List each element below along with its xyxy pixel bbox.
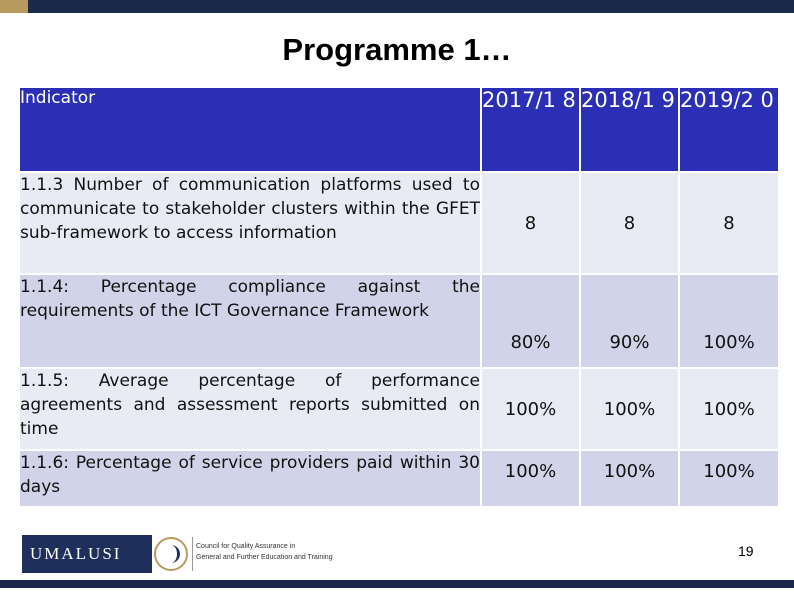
value-cell: 100% [579, 449, 680, 508]
table-header-row: Indicator 2017/1 8 2018/1 9 2019/2 0 [18, 86, 780, 173]
value-cell: 100% [678, 273, 780, 369]
value-cell: 8 [579, 171, 680, 275]
indicator-cell: 1.1.5: Average percentage of performance… [18, 367, 482, 451]
top-banner-accent [0, 0, 28, 13]
umalusi-logo: UMALUSI Council for Quality Assurance in… [22, 535, 333, 573]
page-number: 19 [738, 543, 754, 559]
council-name: Council for Quality Assurance in General… [196, 541, 336, 563]
value-cell: 100% [579, 367, 680, 451]
logo-divider [192, 537, 193, 571]
table-row: 1.1.6: Percentage of service providers p… [18, 449, 780, 508]
header-year: 2018/1 9 [579, 86, 680, 173]
value-cell: 90% [579, 273, 680, 369]
value-cell: 80% [480, 273, 581, 369]
bottom-banner [0, 580, 794, 588]
indicator-cell: 1.1.3 Number of communication platforms … [18, 171, 482, 275]
table-row: 1.1.4: Percentage compliance against the… [18, 273, 780, 369]
indicator-table: Indicator 2017/1 8 2018/1 9 2019/2 0 1.1… [18, 86, 780, 508]
header-year: 2017/1 8 [480, 86, 581, 173]
header-indicator: Indicator [18, 86, 482, 173]
logo-wordmark: UMALUSI [22, 535, 152, 573]
value-cell: 8 [678, 171, 780, 275]
indicator-cell: 1.1.6: Percentage of service providers p… [18, 449, 482, 508]
table-row: 1.1.3 Number of communication platforms … [18, 171, 780, 275]
value-cell: 100% [480, 367, 581, 451]
top-banner [0, 0, 794, 13]
umalusi-emblem-icon [154, 537, 188, 571]
value-cell: 8 [480, 171, 581, 275]
indicator-cell: 1.1.4: Percentage compliance against the… [18, 273, 482, 369]
council-line: Council for Quality Assurance in [196, 543, 296, 550]
header-year: 2019/2 0 [678, 86, 780, 173]
value-cell: 100% [678, 449, 780, 508]
value-cell: 100% [678, 367, 780, 451]
slide-title: Programme 1… [282, 32, 512, 67]
value-cell: 100% [480, 449, 581, 508]
council-line: General and Further Education and Traini… [196, 554, 333, 561]
table-row: 1.1.5: Average percentage of performance… [18, 367, 780, 451]
